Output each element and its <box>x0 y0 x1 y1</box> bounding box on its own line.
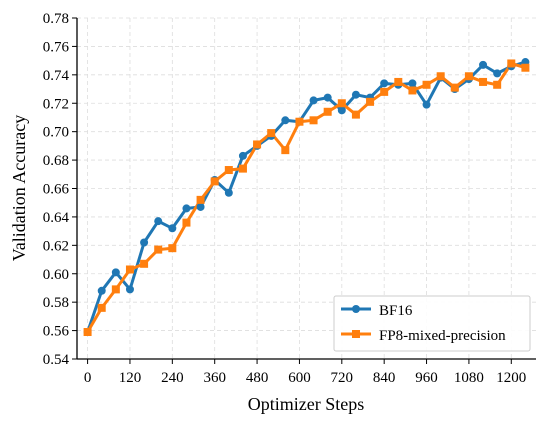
series-markers <box>83 58 530 337</box>
series-lines <box>86 60 526 333</box>
legend-marker-fp8 <box>352 330 360 338</box>
data-point-1 <box>140 259 149 268</box>
y-axis-label: Validation Accuracy <box>9 115 29 261</box>
data-point-0 <box>408 79 417 88</box>
x-tick-label: 960 <box>415 370 438 386</box>
data-point-0 <box>196 202 205 211</box>
y-ticks: 0.54 0.56 0.58 0.60 0.62 0.64 0.66 0.68 0.70 0.72… <box>43 11 77 368</box>
legend-label-bf16: BF16 <box>379 303 413 319</box>
data-point-0 <box>281 116 290 125</box>
y-tick-label: 0.68 <box>43 153 69 169</box>
legend-marker-bf16 <box>352 305 360 313</box>
data-point-1 <box>196 195 205 204</box>
y-tick-label: 0.64 <box>43 210 70 226</box>
y-tick-label: 0.60 <box>43 267 69 283</box>
data-point-1 <box>436 72 445 81</box>
y-tick-label: 0.58 <box>43 295 69 311</box>
y-tick-label: 0.66 <box>43 182 70 198</box>
data-point-1 <box>408 86 417 95</box>
y-tick-label: 0.70 <box>43 125 69 141</box>
data-point-1 <box>253 140 262 149</box>
data-point-0 <box>380 79 389 88</box>
x-axis-label: Optimizer Steps <box>248 394 364 414</box>
data-point-1 <box>281 146 290 155</box>
y-tick-label: 0.78 <box>43 11 69 27</box>
data-point-1 <box>125 265 134 274</box>
series-line-0 <box>86 60 526 333</box>
data-point-1 <box>422 80 431 89</box>
legend-box <box>333 295 531 352</box>
data-point-1 <box>238 164 247 173</box>
data-point-0 <box>125 285 134 294</box>
x-tick-label: 840 <box>373 370 396 386</box>
series-line-1 <box>86 62 526 333</box>
y-tick-label: 0.74 <box>43 68 70 84</box>
data-point-1 <box>295 117 304 126</box>
data-point-0 <box>168 224 177 233</box>
y-tick-label: 0.72 <box>43 96 69 112</box>
data-point-0 <box>154 217 163 226</box>
x-tick-label: 1080 <box>454 370 484 386</box>
data-point-1 <box>450 83 459 92</box>
data-point-0 <box>493 69 502 78</box>
y-tick-label: 0.62 <box>43 238 69 254</box>
data-point-0 <box>140 238 149 247</box>
x-tick-label: 360 <box>203 370 226 386</box>
x-tick-label: 0 <box>84 370 92 386</box>
data-point-1 <box>309 116 318 125</box>
y-tick-label: 0.54 <box>43 352 70 368</box>
data-point-1 <box>351 110 360 119</box>
x-tick-label: 120 <box>119 370 142 386</box>
x-tick-label: 480 <box>246 370 269 386</box>
x-tick-label: 240 <box>161 370 184 386</box>
data-point-1 <box>168 244 177 253</box>
data-point-0 <box>111 268 120 277</box>
data-point-1 <box>154 245 163 254</box>
data-point-1 <box>97 303 106 312</box>
data-point-0 <box>309 96 318 105</box>
data-point-0 <box>351 90 360 99</box>
data-point-0 <box>182 204 191 213</box>
data-point-1 <box>83 328 92 337</box>
data-point-1 <box>394 77 403 86</box>
x-ticks: 0 120 240 360 480 600 720 840 960 1080 1200 <box>84 359 526 386</box>
data-point-1 <box>479 77 488 86</box>
data-point-1 <box>493 80 502 89</box>
data-point-1 <box>507 59 516 68</box>
legend: BF16 FP8-mixed-precision <box>333 295 531 352</box>
data-point-1 <box>182 218 191 227</box>
y-tick-label: 0.76 <box>43 39 70 55</box>
data-point-1 <box>210 177 219 186</box>
legend-label-fp8: FP8-mixed-precision <box>379 328 506 344</box>
x-tick-label: 1200 <box>496 370 526 386</box>
data-point-1 <box>323 107 332 116</box>
data-point-0 <box>238 151 247 160</box>
data-point-0 <box>97 286 106 295</box>
data-point-0 <box>337 106 346 115</box>
x-tick-label: 600 <box>288 370 311 386</box>
data-point-1 <box>380 87 389 96</box>
data-point-1 <box>111 285 120 294</box>
data-point-1 <box>224 166 233 175</box>
data-point-0 <box>224 188 233 197</box>
data-point-1 <box>366 97 375 106</box>
data-point-0 <box>479 60 488 69</box>
y-tick-label: 0.56 <box>43 324 70 340</box>
data-point-1 <box>521 63 530 72</box>
data-point-0 <box>422 100 431 109</box>
data-point-1 <box>267 129 276 138</box>
data-point-1 <box>464 72 473 81</box>
data-point-1 <box>337 99 346 108</box>
data-point-0 <box>323 93 332 102</box>
x-tick-label: 720 <box>331 370 354 386</box>
